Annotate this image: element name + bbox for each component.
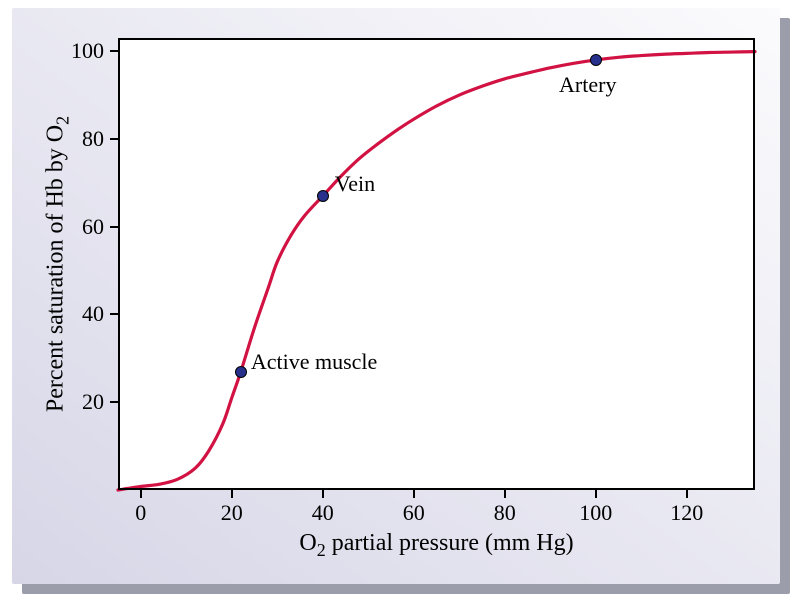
axis-line	[753, 38, 755, 490]
x-tick	[140, 490, 142, 498]
x-tick	[686, 490, 688, 498]
x-tick-label: 120	[670, 500, 703, 526]
y-tick	[110, 226, 118, 228]
y-tick	[110, 313, 118, 315]
y-axis-title: Percent saturation of Hb by O2	[43, 116, 70, 412]
y-tick-label: 20	[82, 389, 104, 415]
x-tick	[322, 490, 324, 498]
data-point-marker	[590, 54, 602, 66]
data-point-label: Artery	[559, 72, 616, 98]
figure-root: 02040608010012020406080100O2 partial pre…	[0, 0, 800, 600]
plot-area: 02040608010012020406080100O2 partial pre…	[118, 38, 755, 490]
saturation-curve	[118, 52, 755, 490]
x-tick-label: 80	[494, 500, 516, 526]
x-tick	[413, 490, 415, 498]
axis-line	[118, 38, 755, 40]
data-point-marker	[317, 190, 329, 202]
x-tick	[231, 490, 233, 498]
y-tick	[110, 401, 118, 403]
x-tick-label: 20	[221, 500, 243, 526]
x-tick-label: 100	[579, 500, 612, 526]
x-tick	[595, 490, 597, 498]
y-tick-label: 80	[82, 126, 104, 152]
data-point-marker	[235, 366, 247, 378]
y-tick-label: 100	[71, 38, 104, 64]
x-tick-label: 60	[403, 500, 425, 526]
axis-line	[118, 488, 755, 490]
y-tick-label: 40	[82, 301, 104, 327]
x-tick-label: 0	[135, 500, 146, 526]
axis-line	[118, 38, 120, 490]
curve-svg	[118, 38, 755, 490]
x-axis-title: O2 partial pressure (mm Hg)	[299, 530, 573, 557]
x-tick	[504, 490, 506, 498]
x-tick-label: 40	[312, 500, 334, 526]
y-tick	[110, 50, 118, 52]
chart-panel: 02040608010012020406080100O2 partial pre…	[12, 8, 780, 584]
y-tick-label: 60	[82, 214, 104, 240]
data-point-label: Active muscle	[251, 349, 377, 375]
y-tick	[110, 138, 118, 140]
data-point-label: Vein	[335, 171, 375, 197]
